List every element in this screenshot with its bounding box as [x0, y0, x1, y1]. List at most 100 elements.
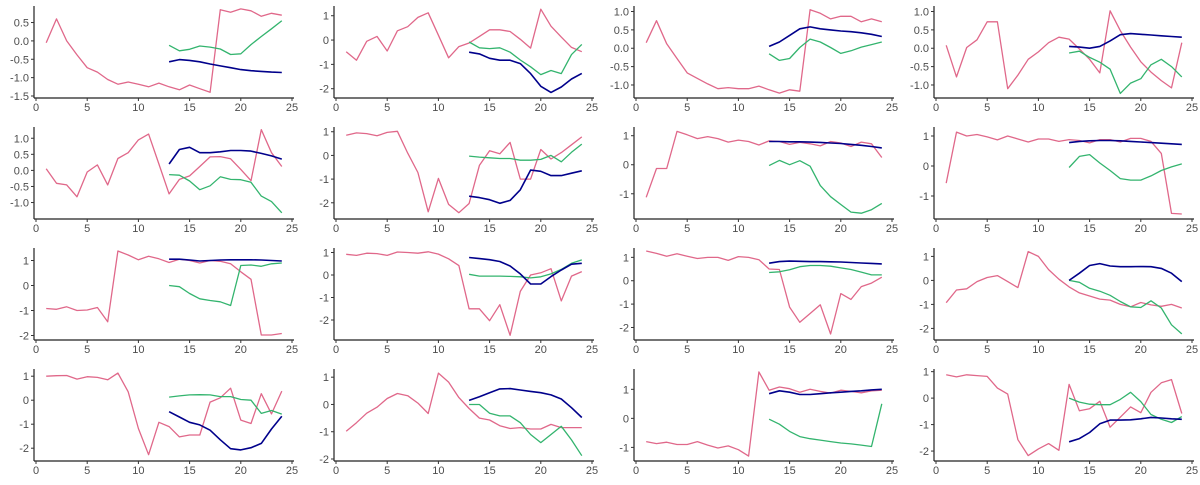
series-line-pink: [646, 371, 882, 457]
y-tick-label: 1: [923, 367, 929, 379]
x-tick-label: 20: [835, 102, 847, 114]
x-tick-label: 5: [684, 344, 690, 356]
y-tick-label: -1: [619, 442, 629, 454]
y-tick-label: -2: [619, 322, 629, 334]
y-tick-label: -2: [319, 454, 329, 466]
x-tick-label: 0: [333, 465, 339, 477]
panel-4: 0 5 10 15 20 25 -1.0 -0.5 0.0 0.5 1.0: [910, 6, 1198, 114]
y-tick-label: -2: [19, 443, 29, 455]
y-tick-label: -1.0: [910, 80, 929, 92]
x-tick-label: 20: [535, 344, 547, 356]
y-tick-label: 0.0: [14, 165, 29, 177]
panel-9: 0 5 10 15 20 25 -2 -1 0 1: [19, 248, 298, 356]
y-tick-label: -1: [919, 299, 929, 311]
series-line-green: [168, 20, 283, 56]
x-tick-label: 0: [933, 344, 939, 356]
y-tick-label: -0.5: [10, 54, 29, 66]
x-tick-label: 10: [1032, 102, 1044, 114]
series-line-green: [169, 262, 282, 307]
y-tick-label: 0: [623, 413, 629, 425]
panel-5: 0 5 10 15 20 25 -1.0 -0.5 0.0 0.5 1.0: [10, 127, 298, 235]
x-tick-label: 15: [1083, 223, 1095, 235]
x-tick-label: 25: [286, 223, 298, 235]
y-tick-label: 0: [923, 393, 929, 405]
panel-12: 0 5 10 15 20 25 -2 -1 0 1: [919, 248, 1198, 356]
x-tick-label: 0: [633, 344, 639, 356]
x-tick-label: 10: [432, 102, 444, 114]
x-tick-label: 10: [1032, 223, 1044, 235]
series-line-pink: [345, 372, 582, 432]
x-tick-label: 15: [483, 102, 495, 114]
x-tick-label: 15: [1083, 344, 1095, 356]
x-tick-label: 10: [732, 465, 744, 477]
series-line-blue: [168, 58, 282, 74]
x-tick-label: 25: [586, 344, 598, 356]
series-line-blue: [768, 26, 882, 48]
y-tick-label: -1: [319, 59, 329, 71]
x-tick-label: 25: [886, 344, 898, 356]
y-tick-label: 0: [323, 399, 329, 411]
series-line-blue: [469, 256, 582, 285]
series-line-green: [169, 394, 283, 415]
x-tick-label: 15: [783, 465, 795, 477]
y-tick-label: 0: [23, 281, 29, 293]
x-tick-label: 10: [132, 344, 144, 356]
y-tick-label: 0.5: [614, 25, 629, 37]
x-tick-label: 5: [84, 465, 90, 477]
y-tick-label: 0.5: [14, 149, 29, 161]
y-tick-label: 1: [323, 11, 329, 23]
series-line-green: [1068, 153, 1182, 181]
series-line-green: [468, 259, 583, 279]
y-tick-label: -1: [919, 191, 929, 203]
series-line-blue: [169, 258, 282, 262]
y-tick-label: 1.0: [614, 7, 629, 19]
series-line-green: [768, 403, 883, 448]
x-tick-label: 10: [132, 102, 144, 114]
x-tick-label: 0: [633, 102, 639, 114]
y-tick-label: 1: [923, 251, 929, 263]
series-line-pink: [346, 130, 583, 214]
x-tick-label: 15: [183, 102, 195, 114]
x-tick-label: 0: [333, 102, 339, 114]
x-tick-label: 20: [235, 102, 247, 114]
y-tick-label: 1: [323, 372, 329, 384]
x-tick-label: 15: [783, 102, 795, 114]
panel-13: 0 5 10 15 20 25 -2 -1 0 1: [19, 369, 298, 477]
x-tick-label: 10: [432, 344, 444, 356]
x-tick-label: 15: [483, 344, 495, 356]
x-tick-label: 10: [732, 344, 744, 356]
x-tick-label: 5: [384, 102, 390, 114]
x-tick-label: 5: [984, 465, 990, 477]
x-tick-label: 0: [33, 223, 39, 235]
series-line-pink: [345, 8, 583, 61]
series-line-pink: [946, 374, 1183, 457]
y-tick-label: -2: [319, 315, 329, 327]
series-line-pink: [945, 250, 1183, 309]
y-tick-label: 0: [623, 160, 629, 172]
x-tick-label: 5: [984, 344, 990, 356]
panel-11: 0 5 10 15 20 25 -2 -1 0 1: [619, 248, 898, 356]
series-line-blue: [1068, 262, 1183, 283]
x-tick-label: 15: [483, 223, 495, 235]
x-tick-label: 5: [84, 223, 90, 235]
panel-1: 0 5 10 15 20 25 -1.5 -1.0 -0.5 0.0 0.5: [10, 6, 298, 114]
y-tick-label: -1: [319, 174, 329, 186]
y-tick-label: -1: [319, 293, 329, 305]
x-tick-label: 10: [1032, 344, 1044, 356]
panel-7: 0 5 10 15 20 25 -1 0 1: [619, 127, 898, 235]
series-line-pink: [45, 8, 282, 93]
panel-15: 0 5 10 15 20 25 -1 0 1: [619, 369, 898, 477]
y-tick-label: -1: [619, 189, 629, 201]
series-line-blue: [1068, 416, 1182, 443]
y-tick-label: 1: [623, 131, 629, 143]
series-line-blue: [468, 169, 582, 205]
x-tick-label: 0: [33, 465, 39, 477]
series-line-pink: [45, 128, 283, 198]
x-tick-label: 10: [132, 465, 144, 477]
series-line-blue: [168, 410, 283, 451]
series-line-green: [468, 41, 583, 76]
x-tick-label: 15: [1083, 102, 1095, 114]
panel-2: 0 5 10 15 20 25 -2 -1 0 1: [319, 6, 598, 114]
y-tick-label: 0: [323, 270, 329, 282]
series-line-blue: [1069, 32, 1182, 50]
